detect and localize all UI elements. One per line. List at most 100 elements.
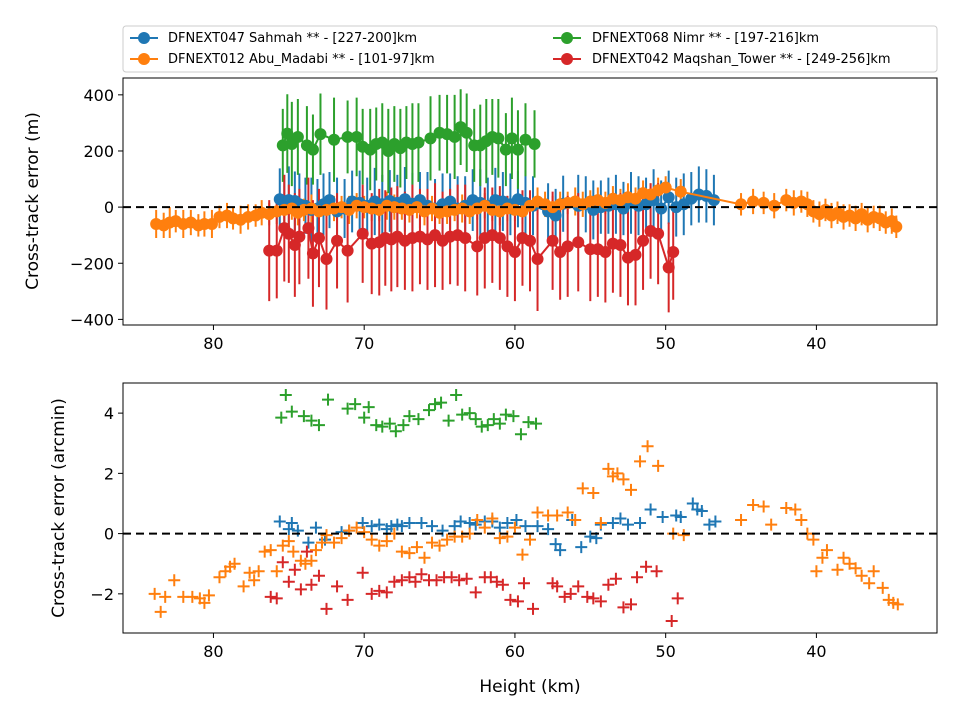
data-point (248, 574, 261, 587)
data-point (499, 408, 512, 421)
data-point (305, 578, 318, 591)
data-point (159, 590, 172, 603)
data-point (561, 240, 574, 253)
bottom-panel: 80 70 60 50 40 −2 0 2 4 Cross-track error (arcmi… (49, 382, 938, 697)
data-point (403, 571, 416, 584)
data-point (652, 227, 665, 240)
data-point (530, 417, 543, 430)
data-point (409, 575, 422, 588)
data-point (358, 526, 371, 539)
data-point (356, 227, 369, 240)
data-point (388, 575, 401, 588)
data-point (395, 545, 408, 558)
data-point (294, 583, 307, 596)
data-point (831, 563, 844, 576)
data-point (270, 565, 283, 578)
data-point (624, 598, 637, 611)
data-point (475, 420, 488, 433)
data-point (300, 545, 313, 558)
data-point (270, 592, 283, 605)
data-point (478, 521, 491, 534)
data-point (522, 416, 535, 429)
data-point (460, 572, 473, 585)
data-point (843, 557, 856, 570)
data-point (795, 514, 808, 527)
data-point (305, 554, 318, 567)
data-point (448, 520, 461, 533)
data-point (306, 247, 319, 260)
bottom-panel-data (123, 389, 937, 627)
data-point (677, 529, 690, 542)
data-point (820, 544, 833, 557)
legend-label: DFNEXT047 Sahmah ** - [227-200]km (168, 31, 417, 46)
data-point (634, 517, 647, 530)
data-point (665, 614, 678, 627)
data-point (288, 563, 301, 576)
data-point (362, 401, 375, 414)
data-point (403, 517, 416, 530)
data-point (621, 518, 634, 531)
data-point (423, 404, 436, 417)
bottom-panel-xlabel: Height (km) (479, 677, 580, 697)
data-point (650, 565, 663, 578)
data-point (849, 562, 862, 575)
data-point (569, 514, 582, 527)
data-point (243, 566, 256, 579)
data-point (519, 133, 532, 146)
bottom-panel-ticks: 80 70 60 50 40 −2 0 2 4 (90, 404, 826, 661)
data-point (365, 520, 378, 533)
data-point (602, 578, 615, 591)
data-point (662, 261, 675, 274)
legend: DFNEXT047 Sahmah ** - [227-200]km DFNEXT… (122, 25, 938, 73)
data-point (302, 536, 315, 549)
data-point (154, 605, 167, 618)
legend-label: DFNEXT068 Nimr ** - [197-216]km (592, 31, 819, 46)
data-point (614, 512, 627, 525)
data-point (305, 414, 318, 427)
data-point (459, 231, 472, 244)
data-point (640, 560, 653, 573)
data-point (350, 130, 363, 143)
data-point (867, 565, 880, 578)
data-point (519, 520, 532, 533)
data-point (380, 535, 393, 548)
data-point (614, 239, 627, 252)
y-tick-label: 400 (83, 86, 114, 105)
data-point (258, 545, 271, 558)
data-point (505, 132, 518, 145)
data-point (412, 413, 425, 426)
data-point (293, 230, 306, 243)
data-point (490, 575, 503, 588)
data-point (312, 569, 325, 582)
y-tick-label: −2 (90, 585, 114, 604)
data-point (493, 532, 506, 545)
data-point (501, 530, 514, 543)
data-point (527, 602, 540, 615)
data-point (306, 143, 319, 156)
data-point (328, 133, 341, 146)
data-point (376, 136, 389, 149)
data-point (198, 596, 211, 609)
data-point (445, 571, 458, 584)
data-point (695, 505, 708, 518)
data-point (456, 530, 469, 543)
data-point (735, 514, 748, 527)
data-point (450, 389, 463, 402)
data-point (456, 408, 469, 421)
data-point (418, 551, 431, 564)
data-point (581, 590, 594, 603)
legend-entry-2: DFNEXT068 Nimr ** - [197-216]km (553, 31, 819, 46)
x-tick-label: 70 (354, 334, 374, 353)
data-point (576, 482, 589, 495)
data-point (551, 509, 564, 522)
data-point (481, 419, 494, 432)
data-point (291, 524, 304, 537)
data-point (674, 185, 687, 198)
data-point (789, 503, 802, 516)
data-point (383, 417, 396, 430)
top-panel-ticks: 80 70 60 50 40 −400 −200 0 200 400 (70, 86, 827, 353)
data-point (403, 547, 416, 560)
data-point (275, 411, 288, 424)
data-point (686, 497, 699, 510)
data-point (228, 557, 241, 570)
